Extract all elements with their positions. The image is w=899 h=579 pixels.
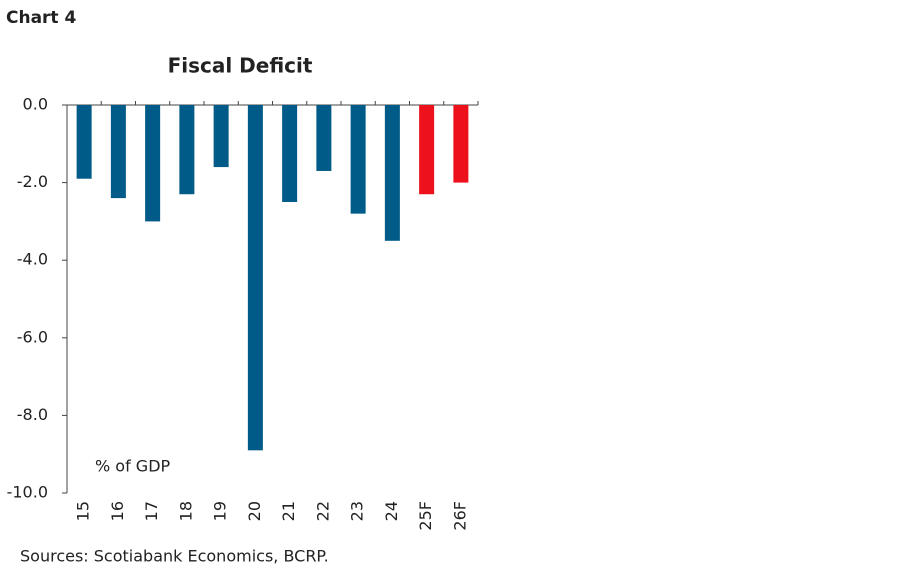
bar (145, 105, 161, 222)
bar (350, 105, 366, 214)
y-tick-label: -10.0 (7, 483, 48, 502)
annotation: % of GDP (95, 457, 171, 476)
y-tick-label: -2.0 (17, 172, 48, 191)
x-tick-label: 24 (382, 501, 401, 521)
bar (179, 105, 195, 195)
x-tick-label: 22 (313, 501, 332, 521)
x-tick-label: 26F (450, 501, 469, 531)
x-tick-label: 17 (142, 501, 161, 521)
bar (453, 105, 469, 183)
y-tick-label: -4.0 (17, 250, 48, 269)
bar (282, 105, 298, 202)
y-tick-label: -6.0 (17, 327, 48, 346)
y-tick-label: -8.0 (17, 405, 48, 424)
x-tick-label: 21 (279, 501, 298, 521)
bar (213, 105, 229, 168)
source: Sources: Scotiabank Economics, BCRP. (20, 547, 329, 566)
x-tick-label: 18 (176, 501, 195, 521)
x-tick-label: 20 (245, 501, 264, 521)
bar (384, 105, 400, 241)
bar (419, 105, 435, 195)
bar (247, 105, 263, 451)
chart-label: Chart 4 (6, 8, 76, 28)
chart-title: Fiscal Deficit (168, 54, 313, 78)
bar (110, 105, 126, 199)
x-tick-label: 25F (416, 501, 435, 531)
bar (76, 105, 92, 179)
x-tick-label: 23 (348, 501, 367, 521)
x-tick-label: 15 (74, 501, 93, 521)
bar (316, 105, 332, 171)
x-tick-label: 19 (211, 501, 230, 521)
y-tick-label: 0.0 (23, 95, 48, 114)
x-tick-label: 16 (108, 501, 127, 521)
